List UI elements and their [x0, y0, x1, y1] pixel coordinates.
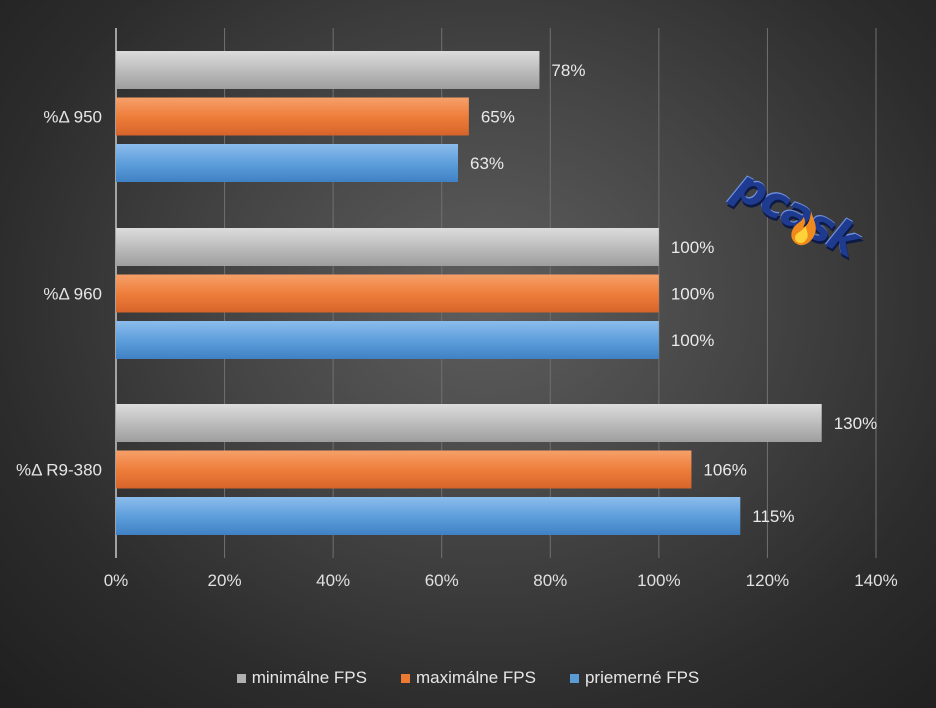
pcask-logo: pcask — [726, 160, 880, 288]
x-tick-label: 120% — [746, 571, 789, 590]
legend: minimálne FPS maximálne FPS priemerné FP… — [0, 668, 936, 688]
bar-1-2 — [116, 450, 692, 489]
bar-1-1 — [116, 274, 659, 313]
legend-swatch-max — [400, 673, 410, 683]
legend-swatch-min — [236, 673, 246, 683]
bar-0-2 — [116, 404, 822, 442]
x-tick-label: 40% — [316, 571, 350, 590]
data-label: 78% — [551, 61, 585, 80]
category-label: %Δ 960 — [43, 285, 102, 304]
x-tick-label: 0% — [104, 571, 129, 590]
legend-label-max: maximálne FPS — [415, 668, 536, 687]
bar-0-1 — [116, 228, 659, 266]
bar-2-0 — [116, 144, 458, 182]
data-label: 115% — [752, 507, 794, 526]
legend-label-avg: priemerné FPS — [584, 668, 700, 687]
data-label: 65% — [481, 108, 515, 127]
bar-2-2 — [116, 497, 741, 535]
data-label: 63% — [470, 154, 504, 173]
legend-item-max: maximálne FPS — [400, 668, 536, 688]
bar-0-0 — [116, 51, 540, 89]
x-tick-label: 20% — [208, 571, 242, 590]
data-label: 100% — [671, 285, 714, 304]
legend-item-avg: priemerné FPS — [569, 668, 700, 688]
x-tick-label: 60% — [425, 571, 459, 590]
bar-2-1 — [116, 321, 659, 359]
category-label: %Δ 950 — [43, 108, 102, 127]
data-label: 130% — [834, 414, 877, 433]
flame-icon — [791, 211, 816, 246]
legend-label-min: minimálne FPS — [251, 668, 367, 687]
category-label: %Δ R9-380 — [16, 461, 102, 480]
bar-1-0 — [116, 97, 469, 136]
data-label: 106% — [703, 461, 746, 480]
legend-item-min: minimálne FPS — [236, 668, 367, 688]
data-label: 100% — [671, 331, 714, 350]
x-tick-label: 80% — [533, 571, 567, 590]
x-tick-label: 100% — [637, 571, 680, 590]
legend-swatch-avg — [569, 673, 579, 683]
data-label: 100% — [671, 238, 714, 257]
x-tick-label: 140% — [854, 571, 897, 590]
